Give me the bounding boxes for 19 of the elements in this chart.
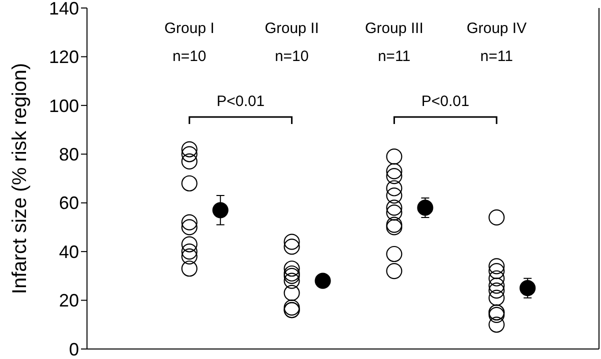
x-tick-label: Group III: [364, 20, 424, 38]
annotation: P<0.01: [420, 93, 470, 111]
y-tick-label: 0: [68, 339, 79, 359]
x-tick-label: Group II: [264, 20, 320, 38]
y-tick-label: 20: [58, 290, 79, 311]
x-tick-label: Group IV: [466, 20, 528, 38]
x-tick-label: Group I: [163, 20, 216, 38]
y-tick-label: 100: [48, 96, 79, 116]
y-tick-label: 80: [58, 144, 79, 165]
annotation: P<0.01: [216, 93, 266, 111]
y-tick-label: 140: [48, 0, 79, 18]
annotation: n=11: [376, 48, 412, 66]
annotation: n=10: [171, 48, 208, 66]
y-tick-label: 40: [58, 242, 79, 262]
y-axis-title: Infarct size (% risk region): [9, 62, 32, 294]
y-tick-label: 120: [48, 47, 79, 68]
y-tick-label: 60: [58, 193, 79, 214]
annotation: n=10: [274, 48, 310, 66]
annotation: n=11: [479, 48, 514, 66]
